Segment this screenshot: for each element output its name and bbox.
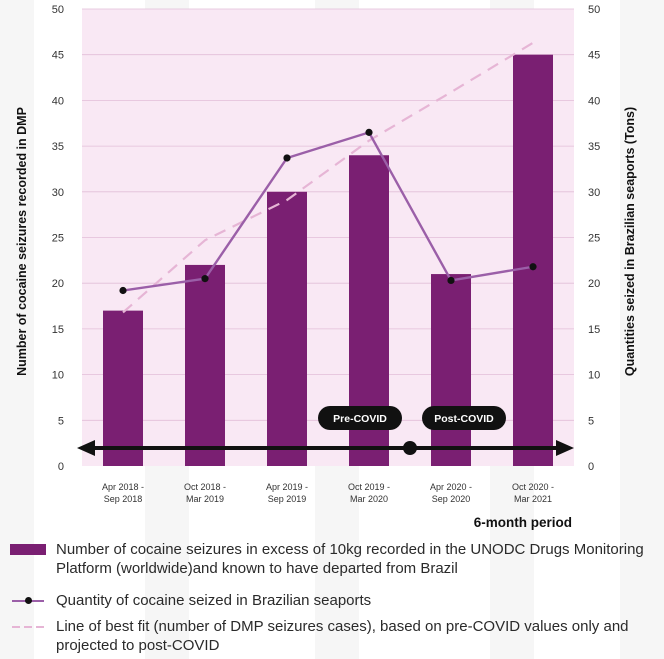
best-fit-line bbox=[122, 41, 534, 314]
y2-tick-label: 45 bbox=[588, 50, 600, 62]
x-tick-label: Oct 2020 - bbox=[512, 482, 554, 492]
covid-label-pill bbox=[318, 406, 402, 430]
x-axis-title: 6-month period bbox=[474, 515, 572, 530]
bar bbox=[185, 264, 225, 466]
x-tick-label: Sep 2020 bbox=[432, 494, 471, 504]
timeline-left-arrow bbox=[77, 440, 95, 456]
y2-tick-label: 15 bbox=[588, 324, 600, 336]
legend-line-label: Quantity of cocaine seized in Brazilian … bbox=[56, 592, 372, 609]
legend-item-bars: Number of cocaine seizures in excess of … bbox=[10, 540, 660, 578]
quantity-point bbox=[119, 286, 127, 295]
y2-tick-label: 40 bbox=[588, 95, 600, 107]
y2-tick-label: 5 bbox=[588, 415, 594, 427]
y-tick-label: 35 bbox=[52, 141, 64, 153]
x-tick-label: Mar 2019 bbox=[186, 494, 224, 504]
y-tick-label: 45 bbox=[52, 50, 64, 62]
covid-timeline: Pre-COVID Post-COVID bbox=[77, 406, 574, 456]
timeline-divider-dot bbox=[403, 441, 417, 455]
y-tick-label: 5 bbox=[58, 415, 64, 427]
axis-labels: Number of cocaine seizures recorded in D… bbox=[15, 107, 637, 530]
quantity-path bbox=[122, 130, 534, 292]
y-tick-label: 50 bbox=[52, 4, 64, 16]
timeline-right-arrow bbox=[556, 440, 574, 456]
y-tick-label: 25 bbox=[52, 233, 64, 245]
quantity-point bbox=[201, 275, 209, 283]
post-covid-label: Post-COVID bbox=[434, 413, 494, 425]
bar bbox=[103, 310, 143, 466]
y2-tick-label: 10 bbox=[588, 370, 600, 382]
quantity-point bbox=[283, 154, 291, 162]
x-tick-label: Sep 2018 bbox=[104, 494, 143, 504]
seaport-quantity-line bbox=[119, 128, 537, 295]
legend-bar-swatch bbox=[10, 540, 46, 558]
bar bbox=[267, 191, 307, 467]
pre-covid-label: Pre-COVID bbox=[333, 413, 387, 425]
y-tick-label: 10 bbox=[52, 370, 64, 382]
quantity-point bbox=[365, 128, 373, 136]
y2-tick-label: 0 bbox=[588, 461, 594, 473]
legend-item-line: Quantity of cocaine seized in Brazilian … bbox=[10, 591, 660, 610]
quantity-point bbox=[447, 276, 455, 285]
bar bbox=[431, 274, 471, 466]
y2-tick-label: 50 bbox=[588, 4, 600, 16]
covid-label-pill bbox=[422, 406, 506, 430]
x-tick-label: Apr 2019 - bbox=[266, 482, 308, 492]
legend-fit-label: Line of best fit (number of DMP seizures… bbox=[56, 618, 629, 654]
bar bbox=[513, 54, 553, 466]
y-tick-label: 30 bbox=[52, 187, 64, 199]
legend-bar-label: Number of cocaine seizures in excess of … bbox=[56, 541, 644, 577]
axes: 0 5 10 15 20 25 30 35 40 45 50 0 5 10 15 20 25 30 35 40 45 50… bbox=[52, 4, 601, 504]
x-tick-label: Apr 2018 - bbox=[102, 482, 144, 492]
y-tick-label: 15 bbox=[52, 324, 64, 336]
background-stripe bbox=[620, 0, 664, 659]
x-tick-label: Mar 2020 bbox=[350, 494, 388, 504]
y2-tick-label: 35 bbox=[588, 141, 600, 153]
y2-tick-label: 20 bbox=[588, 278, 600, 290]
y2-tick-label: 25 bbox=[588, 233, 600, 245]
y-axis-title: Number of cocaine seizures recorded in D… bbox=[15, 107, 29, 376]
x-tick-label: Mar 2021 bbox=[514, 494, 552, 504]
y2-tick-label: 30 bbox=[588, 187, 600, 199]
legend-item-fit: Line of best fit (number of DMP seizures… bbox=[10, 617, 660, 655]
y-tick-label: 20 bbox=[52, 278, 64, 290]
x-tick-label: Sep 2019 bbox=[268, 494, 307, 504]
legend-line-swatch bbox=[10, 591, 46, 609]
x-tick-label: Oct 2019 - bbox=[348, 482, 390, 492]
quantity-point bbox=[529, 263, 537, 271]
y-tick-label: 0 bbox=[58, 461, 64, 473]
y2-axis-title: Quantities seized in Brazilian seaports … bbox=[623, 107, 637, 376]
best-fit-path bbox=[122, 41, 534, 314]
x-tick-label: Oct 2018 - bbox=[184, 482, 226, 492]
x-tick-label: Apr 2020 - bbox=[430, 482, 472, 492]
y-tick-label: 40 bbox=[52, 95, 64, 107]
legend-fit-swatch bbox=[10, 617, 46, 635]
